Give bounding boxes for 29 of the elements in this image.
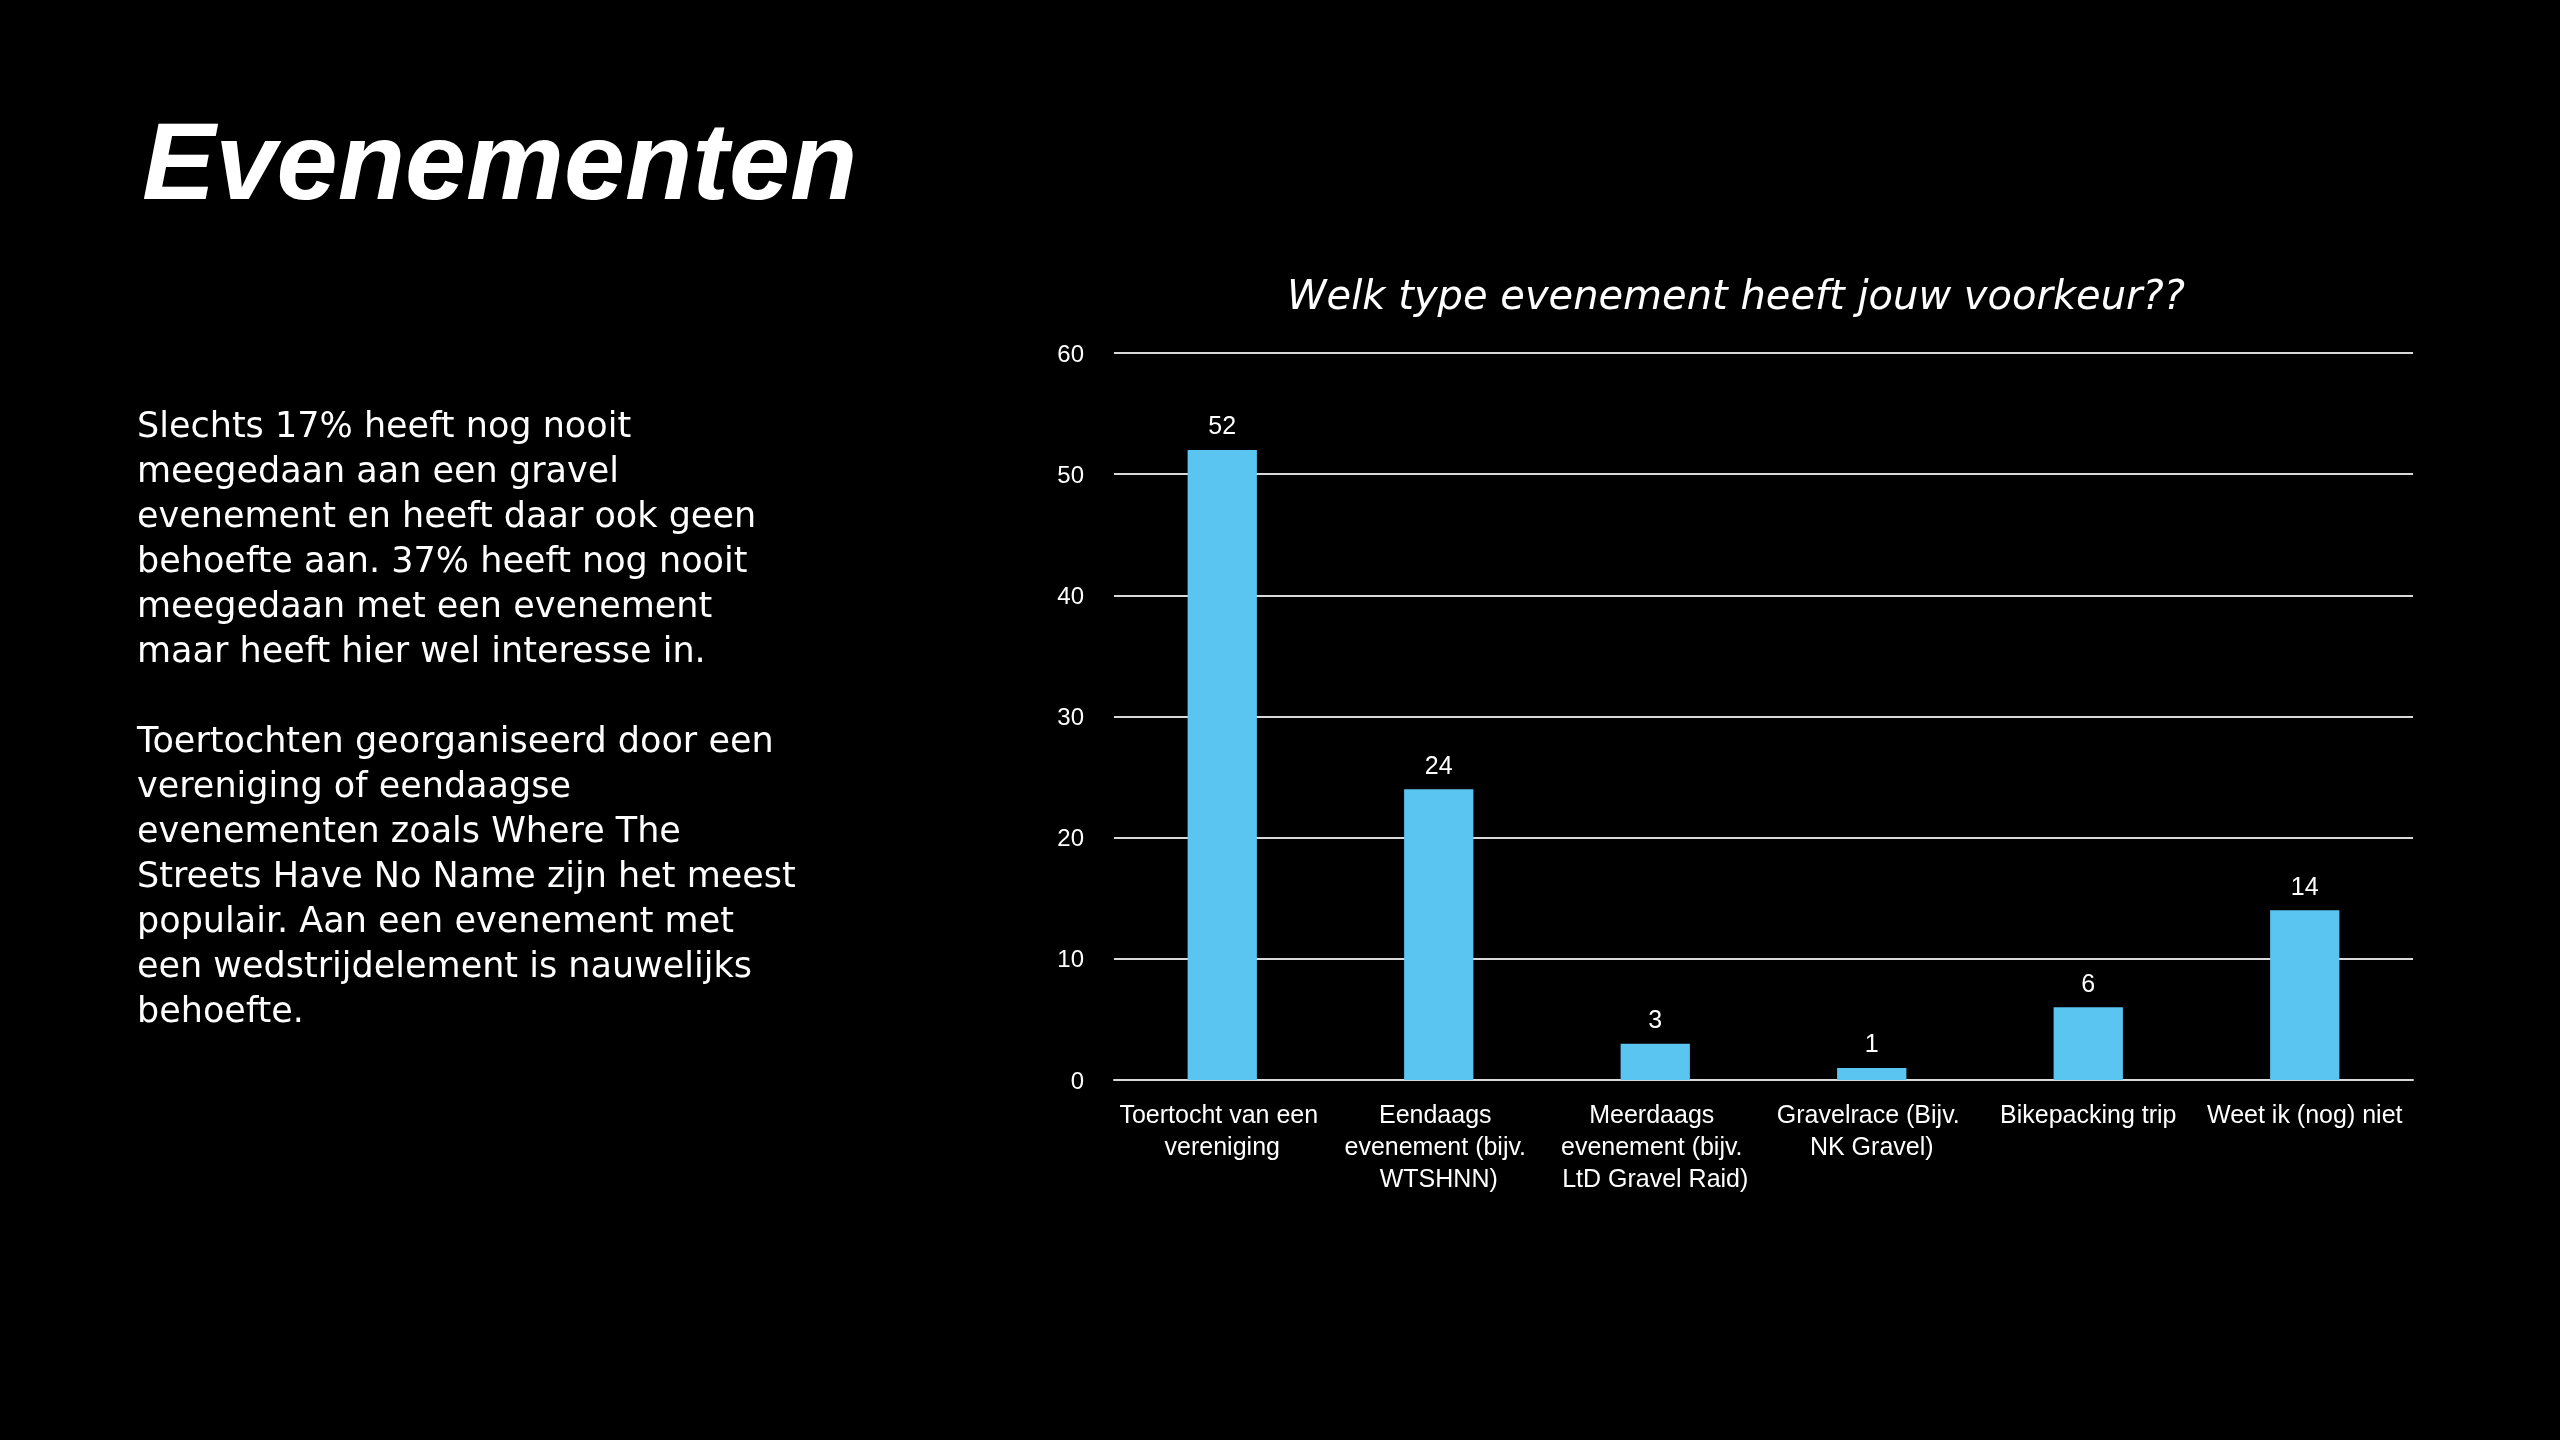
- data-label: 14: [2290, 871, 2319, 900]
- data-label: 1: [1864, 1029, 1879, 1058]
- x-tick-label: Toertocht van een vereniging: [1119, 1100, 1326, 1160]
- bar: [2053, 1007, 2123, 1080]
- bar: [1187, 449, 1257, 1080]
- text: Toertochten georganiseerd door een vereniging of eendaagse evenementen zoals Where The Streets Have No Name zijn het meest populair. Aan een evenement met een wedstrijdelement is nauwelijks behoefte.: [137, 719, 797, 1032]
- chart-title: Evenementen: [142, 99, 858, 222]
- text: Slechts 17% heeft nog nooit meegedaan aan een gravel evenement en heeft daar ook geen behoefte aan. 37% heeft nog nooit meegedaan met een evenement maar heeft hier wel interesse in.: [137, 404, 758, 672]
- y-tick-label: 50: [1057, 460, 1084, 488]
- y-tick-label: 20: [1057, 824, 1084, 852]
- x-tick-label: Meerdaags evenement (bijv. LtD Gravel Raid): [1560, 1100, 1750, 1192]
- bar: [2270, 910, 2340, 1080]
- bar: [1620, 1043, 1690, 1080]
- x-tick-label: Gravelrace (Bijv. NK Gravel): [1776, 1100, 1967, 1160]
- x-tick-label: Eendaags evenement (bijv. WTSHNN): [1344, 1100, 1534, 1192]
- bar: [1837, 1067, 1907, 1080]
- data-label: 6: [2081, 968, 2096, 997]
- y-tick-label: 0: [1070, 1066, 1084, 1094]
- data-label: 24: [1424, 750, 1453, 779]
- y-tick-label: 40: [1057, 581, 1084, 609]
- x-tick-label: Bikepacking trip: [2000, 1100, 2177, 1128]
- y-tick-label: 10: [1057, 945, 1084, 973]
- x-tick-label: Weet ik (nog) niet: [2207, 1100, 2403, 1128]
- data-label: 52: [1208, 411, 1237, 440]
- bar: [1404, 789, 1474, 1080]
- y-tick-label: 30: [1057, 703, 1084, 730]
- y-tick-label: 60: [1057, 339, 1084, 367]
- chart-subtitle: Welk type evenement heeft jouw voorkeur??: [1287, 272, 2185, 318]
- data-label: 3: [1648, 1005, 1663, 1034]
